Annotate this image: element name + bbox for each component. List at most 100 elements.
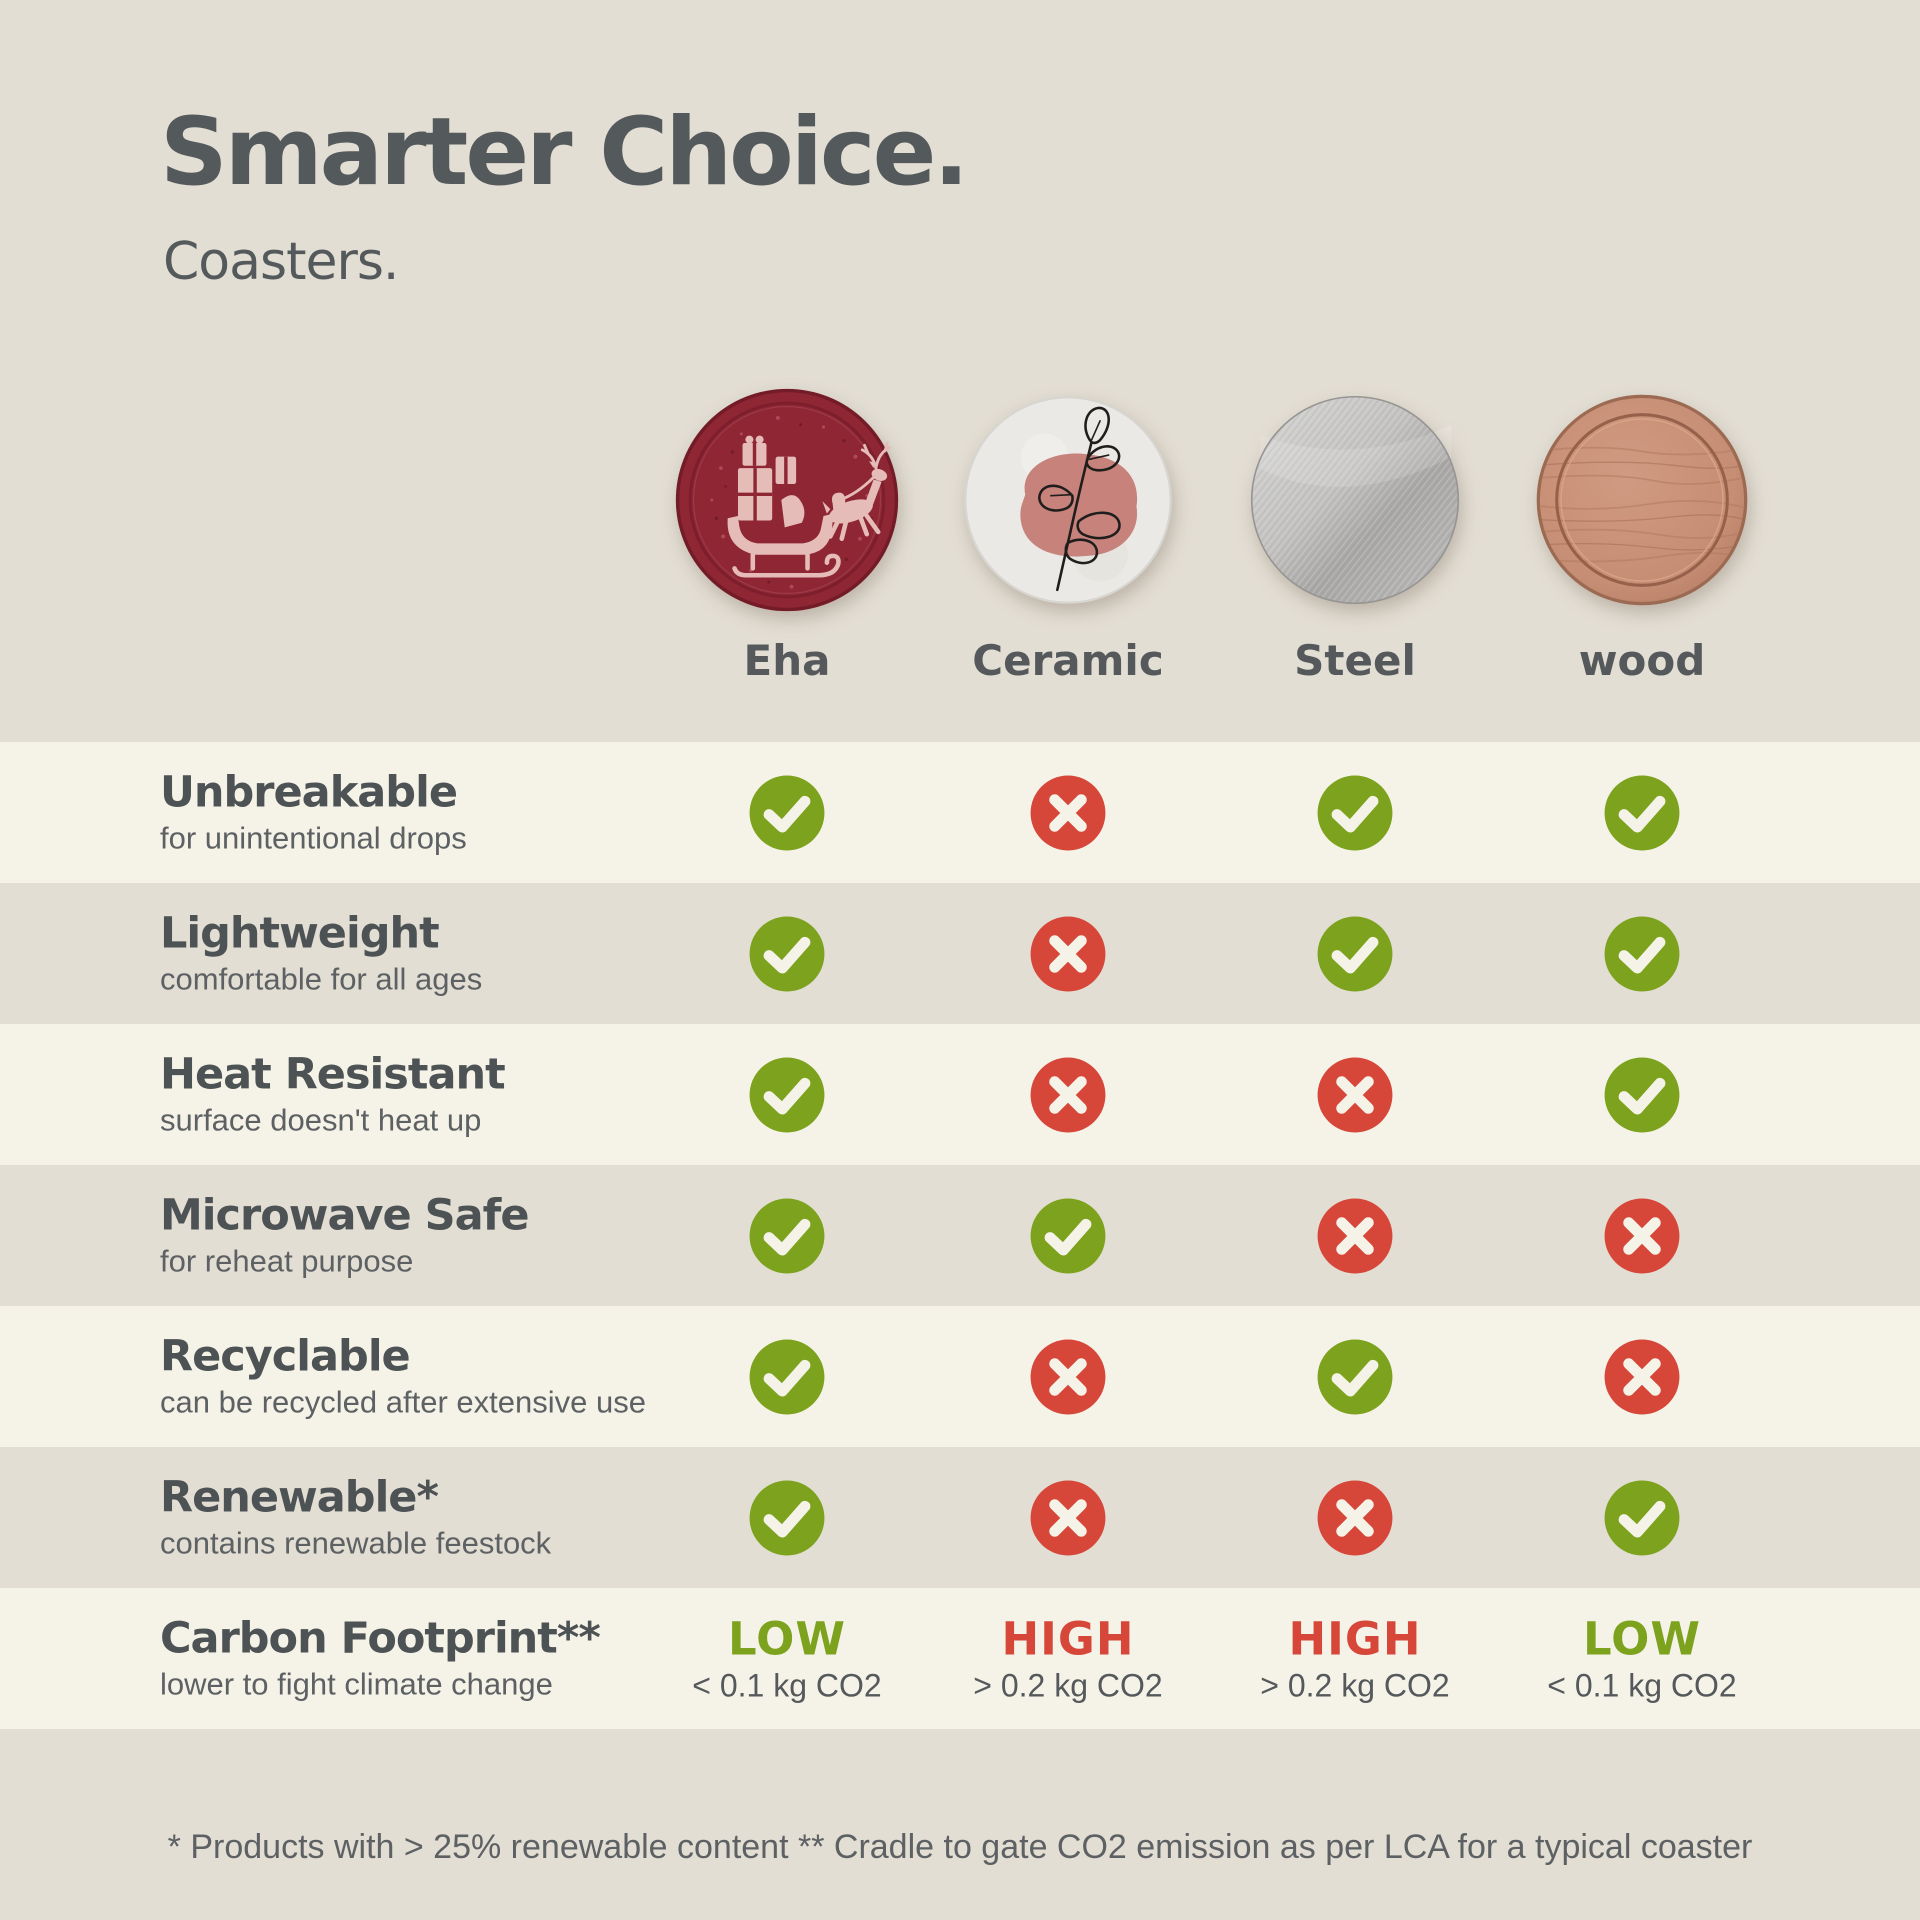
feature-description: surface doesn't heat up — [160, 1102, 482, 1138]
footprint-cell: LOW < 0.1 kg CO2 — [692, 1616, 881, 1701]
check-icon — [749, 1339, 825, 1414]
footprint-detail: < 0.1 kg CO2 — [1547, 1667, 1737, 1703]
feature-description: for reheat purpose — [160, 1243, 414, 1279]
check-icon — [1604, 916, 1680, 991]
footprint-detail: > 0.2 kg CO2 — [973, 1667, 1163, 1703]
check-icon — [749, 1198, 825, 1273]
footprint-level: HIGH — [1001, 1612, 1135, 1665]
feature-label: Microwave Safe for reheat purpose — [160, 1192, 530, 1279]
footprint-level: HIGH — [1288, 1612, 1422, 1665]
cross-icon — [1317, 1198, 1393, 1273]
cross-icon — [1030, 775, 1106, 850]
feature-label: Heat Resistant surface doesn't heat up — [160, 1048, 506, 1138]
cross-icon — [1317, 1057, 1393, 1132]
feature-row: Recyclable can be recycled after extensi… — [0, 1306, 1920, 1447]
cross-icon — [1030, 916, 1106, 991]
check-icon — [1604, 1480, 1680, 1555]
feature-name: Carbon Footprint** — [160, 1612, 601, 1663]
feature-description: lower to fight climate change — [160, 1666, 553, 1702]
feature-name: Renewable* — [160, 1471, 439, 1522]
cross-icon — [1317, 1480, 1393, 1555]
check-cell — [1316, 915, 1394, 993]
check-icon — [1604, 775, 1680, 850]
feature-description: can be recycled after extensive use — [160, 1384, 646, 1420]
feature-label: Renewable* contains renewable feestock — [160, 1471, 552, 1561]
cross-cell — [1603, 1197, 1681, 1275]
check-icon — [1317, 916, 1393, 991]
column-label-wood: wood — [1578, 636, 1706, 685]
check-cell — [748, 1056, 826, 1134]
cross-cell — [1029, 1056, 1107, 1134]
feature-label: Lightweight comfortable for all ages — [160, 907, 483, 997]
cross-cell — [1029, 915, 1107, 993]
check-cell — [1316, 1338, 1394, 1416]
check-cell — [748, 1197, 826, 1275]
cross-cell — [1316, 1056, 1394, 1134]
column-label-ceramic: Ceramic — [972, 636, 1164, 685]
check-cell — [1603, 774, 1681, 852]
cross-icon — [1030, 1480, 1106, 1555]
feature-label: Carbon Footprint** lower to fight climat… — [160, 1612, 601, 1702]
feature-row: Carbon Footprint** lower to fight climat… — [0, 1588, 1920, 1729]
cross-icon — [1604, 1339, 1680, 1414]
check-icon — [749, 1480, 825, 1555]
feature-row: Heat Resistant surface doesn't heat up — [0, 1024, 1920, 1165]
check-cell — [748, 915, 826, 993]
check-icon — [749, 1057, 825, 1132]
check-cell — [748, 774, 826, 852]
check-icon — [1030, 1198, 1106, 1273]
eha-coaster-image — [673, 386, 901, 614]
check-cell — [1316, 774, 1394, 852]
wood-coaster-image — [1534, 392, 1750, 608]
footprint-level: LOW — [1583, 1612, 1701, 1665]
footprint-detail: > 0.2 kg CO2 — [1260, 1667, 1450, 1703]
column-label-eha: Eha — [743, 636, 831, 685]
feature-row: Lightweight comfortable for all ages — [0, 883, 1920, 1024]
check-cell — [1029, 1197, 1107, 1275]
check-cell — [748, 1479, 826, 1557]
column-label-steel: Steel — [1294, 636, 1416, 685]
footprint-level: LOW — [728, 1612, 846, 1665]
cross-cell — [1603, 1338, 1681, 1416]
check-icon — [749, 775, 825, 850]
check-cell — [1603, 1479, 1681, 1557]
check-icon — [1317, 775, 1393, 850]
feature-name: Lightweight — [160, 907, 440, 958]
feature-description: for unintentional drops — [160, 820, 467, 856]
feature-name: Unbreakable — [160, 766, 458, 817]
check-icon — [749, 916, 825, 991]
check-cell — [1603, 1056, 1681, 1134]
cross-cell — [1029, 1338, 1107, 1416]
check-cell — [748, 1338, 826, 1416]
feature-row: Unbreakable for unintentional drops — [0, 742, 1920, 883]
check-cell — [1603, 915, 1681, 993]
feature-description: comfortable for all ages — [160, 961, 483, 997]
feature-label: Unbreakable for unintentional drops — [160, 766, 467, 856]
cross-cell — [1029, 774, 1107, 852]
footprint-cell: HIGH > 0.2 kg CO2 — [973, 1616, 1162, 1701]
cross-icon — [1030, 1339, 1106, 1414]
feature-name: Recyclable — [160, 1330, 411, 1381]
comparison-table: Unbreakable for unintentional drops Ligh… — [0, 742, 1920, 1729]
footprint-cell: HIGH > 0.2 kg CO2 — [1260, 1616, 1449, 1701]
feature-row: Microwave Safe for reheat purpose — [0, 1165, 1920, 1306]
footnote: * Products with > 25% renewable content … — [167, 1828, 1753, 1866]
footprint-detail: < 0.1 kg CO2 — [692, 1667, 882, 1703]
feature-name: Heat Resistant — [160, 1048, 506, 1099]
check-icon — [1317, 1339, 1393, 1414]
cross-icon — [1604, 1198, 1680, 1273]
ceramic-coaster-image — [961, 393, 1175, 607]
steel-coaster-image — [1248, 393, 1462, 607]
page-title: Smarter Choice. — [160, 98, 969, 207]
feature-row: Renewable* contains renewable feestock — [0, 1447, 1920, 1588]
cross-cell — [1029, 1479, 1107, 1557]
footprint-cell: LOW < 0.1 kg CO2 — [1547, 1616, 1736, 1701]
cross-cell — [1316, 1197, 1394, 1275]
cross-cell — [1316, 1479, 1394, 1557]
page-subtitle: Coasters. — [163, 232, 399, 292]
feature-label: Recyclable can be recycled after extensi… — [160, 1330, 646, 1420]
cross-icon — [1030, 1057, 1106, 1132]
check-icon — [1604, 1057, 1680, 1132]
feature-description: contains renewable feestock — [160, 1525, 552, 1561]
